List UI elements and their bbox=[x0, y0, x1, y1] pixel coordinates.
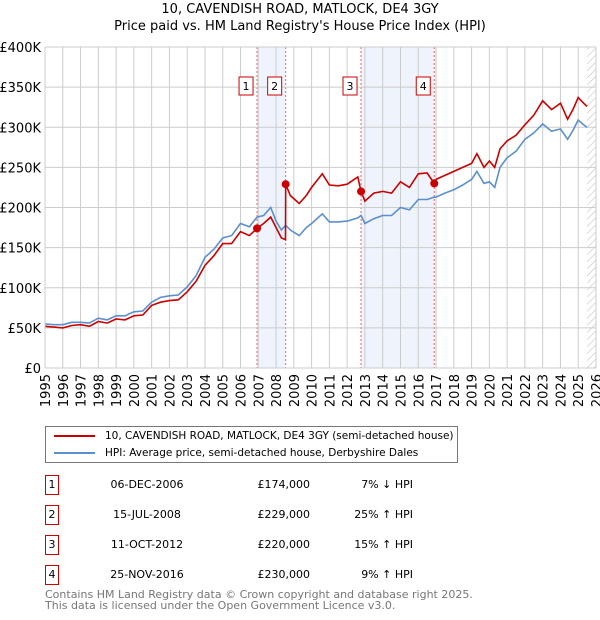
sale-label: 2 bbox=[271, 80, 278, 93]
x-tick-label: 2022 bbox=[519, 374, 534, 407]
y-tick-label: £150K bbox=[0, 242, 41, 257]
chart-title: Price paid vs. HM Land Registry's House … bbox=[114, 19, 486, 34]
x-tick-label: 2001 bbox=[146, 374, 161, 407]
y-tick-label: £250K bbox=[0, 161, 41, 176]
y-tick-label: £50K bbox=[8, 322, 42, 337]
transaction-date: 11-OCT-2012 bbox=[110, 538, 184, 551]
x-tick-label: 2013 bbox=[359, 374, 374, 407]
y-tick-label: £100K bbox=[0, 282, 41, 297]
sale-label: 1 bbox=[243, 80, 250, 93]
x-tick-label: 2011 bbox=[323, 374, 338, 407]
transaction-price: £230,000 bbox=[257, 568, 311, 581]
footer-licence: This data is licensed under the Open Gov… bbox=[45, 599, 396, 612]
transaction-price: £174,000 bbox=[257, 478, 311, 491]
sale-label-box bbox=[267, 76, 283, 96]
x-tick-label: 2006 bbox=[235, 374, 250, 407]
sale-point bbox=[253, 224, 262, 233]
transaction-number-badge: 1 bbox=[45, 475, 59, 495]
x-tick-label: 2025 bbox=[572, 374, 587, 407]
transaction-date: 15-JUL-2008 bbox=[113, 508, 181, 521]
x-tick-label: 2007 bbox=[252, 374, 267, 407]
transaction-price: £229,000 bbox=[257, 508, 311, 521]
transaction-row: 4 25-NOV-2016 £230,000 9% ↑ HPI bbox=[45, 565, 445, 587]
x-tick-label: 2004 bbox=[199, 374, 214, 407]
transaction-number-badge: 3 bbox=[45, 535, 59, 555]
x-tick-label: 1998 bbox=[92, 374, 107, 407]
x-tick-label: 2000 bbox=[128, 374, 143, 407]
transaction-hpi-diff: 9% ↑ HPI bbox=[361, 568, 413, 581]
transaction-hpi-diff: 25% ↑ HPI bbox=[354, 508, 413, 521]
transaction-number-badge: 4 bbox=[45, 565, 59, 585]
x-tick-label: 2015 bbox=[394, 374, 409, 407]
price-chart: 1 2 3 4 £0 £50K £100K £150K £200K £250K £300K £350K… bbox=[0, 41, 600, 407]
y-tick-label: £350K bbox=[0, 81, 41, 96]
y-tick-label: £0 bbox=[24, 362, 41, 377]
x-tick-label: 2014 bbox=[377, 374, 392, 407]
legend-item-property: 10, CAVENDISH ROAD, MATLOCK, DE4 3GY (se… bbox=[54, 428, 454, 444]
legend-swatch-red bbox=[54, 435, 95, 437]
y-tick-label: £300K bbox=[0, 121, 41, 136]
sale-label: 4 bbox=[420, 80, 427, 93]
transaction-price: £220,000 bbox=[257, 538, 311, 551]
x-tick-label: 2003 bbox=[181, 374, 196, 407]
sale-point bbox=[281, 180, 290, 189]
x-tick-label: 2005 bbox=[217, 374, 232, 407]
x-tick-label: 2026 bbox=[590, 374, 600, 407]
x-tick-label: 2019 bbox=[466, 374, 481, 407]
sale-label-box bbox=[238, 76, 254, 96]
x-tick-label: 2017 bbox=[430, 374, 445, 407]
y-tick-label: £200K bbox=[0, 202, 41, 217]
x-tick-label: 1999 bbox=[110, 374, 125, 407]
transaction-date: 25-NOV-2016 bbox=[110, 568, 184, 581]
transaction-date: 06-DEC-2006 bbox=[110, 478, 184, 491]
x-tick-label: 2024 bbox=[554, 374, 569, 407]
sale-label-box bbox=[342, 76, 358, 96]
transaction-row: 1 06-DEC-2006 £174,000 7% ↓ HPI bbox=[45, 475, 445, 497]
x-tick-label: 2020 bbox=[483, 374, 498, 407]
transaction-hpi-diff: 15% ↑ HPI bbox=[354, 538, 413, 551]
x-tick-label: 2008 bbox=[270, 374, 285, 407]
transaction-hpi-diff: 7% ↓ HPI bbox=[361, 478, 413, 491]
x-tick-label: 2002 bbox=[163, 374, 178, 407]
x-tick-label: 1997 bbox=[75, 374, 90, 407]
legend-label-hpi: HPI: Average price, semi-detached house,… bbox=[105, 447, 419, 459]
sale-point bbox=[430, 179, 439, 188]
footer-copyright: Contains HM Land Registry data © Crown c… bbox=[45, 588, 473, 601]
sale-label-box bbox=[415, 76, 431, 96]
transaction-row: 3 11-OCT-2012 £220,000 15% ↑ HPI bbox=[45, 535, 445, 557]
legend-item-hpi: HPI: Average price, semi-detached house,… bbox=[54, 445, 418, 461]
x-tick-label: 2010 bbox=[306, 374, 321, 407]
chart-legend: 10, CAVENDISH ROAD, MATLOCK, DE4 3GY (se… bbox=[45, 426, 458, 463]
x-tick-label: 2021 bbox=[501, 374, 516, 407]
x-tick-label: 2023 bbox=[537, 374, 552, 407]
sale-point bbox=[357, 187, 366, 196]
x-tick-label: 2016 bbox=[412, 374, 427, 407]
hpi-line bbox=[44, 118, 588, 326]
transaction-number-badge: 2 bbox=[45, 505, 59, 525]
x-tick-label: 2009 bbox=[288, 374, 303, 407]
legend-swatch-blue bbox=[54, 452, 95, 454]
y-tick-label: £400K bbox=[0, 41, 41, 56]
x-tick-label: 1995 bbox=[39, 374, 54, 407]
legend-label-property: 10, CAVENDISH ROAD, MATLOCK, DE4 3GY (se… bbox=[105, 430, 454, 442]
x-tick-label: 2018 bbox=[448, 374, 463, 407]
chart-title-address: 10, CAVENDISH ROAD, MATLOCK, DE4 3GY bbox=[161, 2, 439, 17]
transaction-row: 2 15-JUL-2008 £229,000 25% ↑ HPI bbox=[45, 505, 445, 527]
sale-label: 3 bbox=[347, 80, 354, 93]
x-tick-label: 2012 bbox=[341, 374, 356, 407]
x-tick-label: 1996 bbox=[57, 374, 72, 407]
property-price-line bbox=[44, 96, 588, 329]
